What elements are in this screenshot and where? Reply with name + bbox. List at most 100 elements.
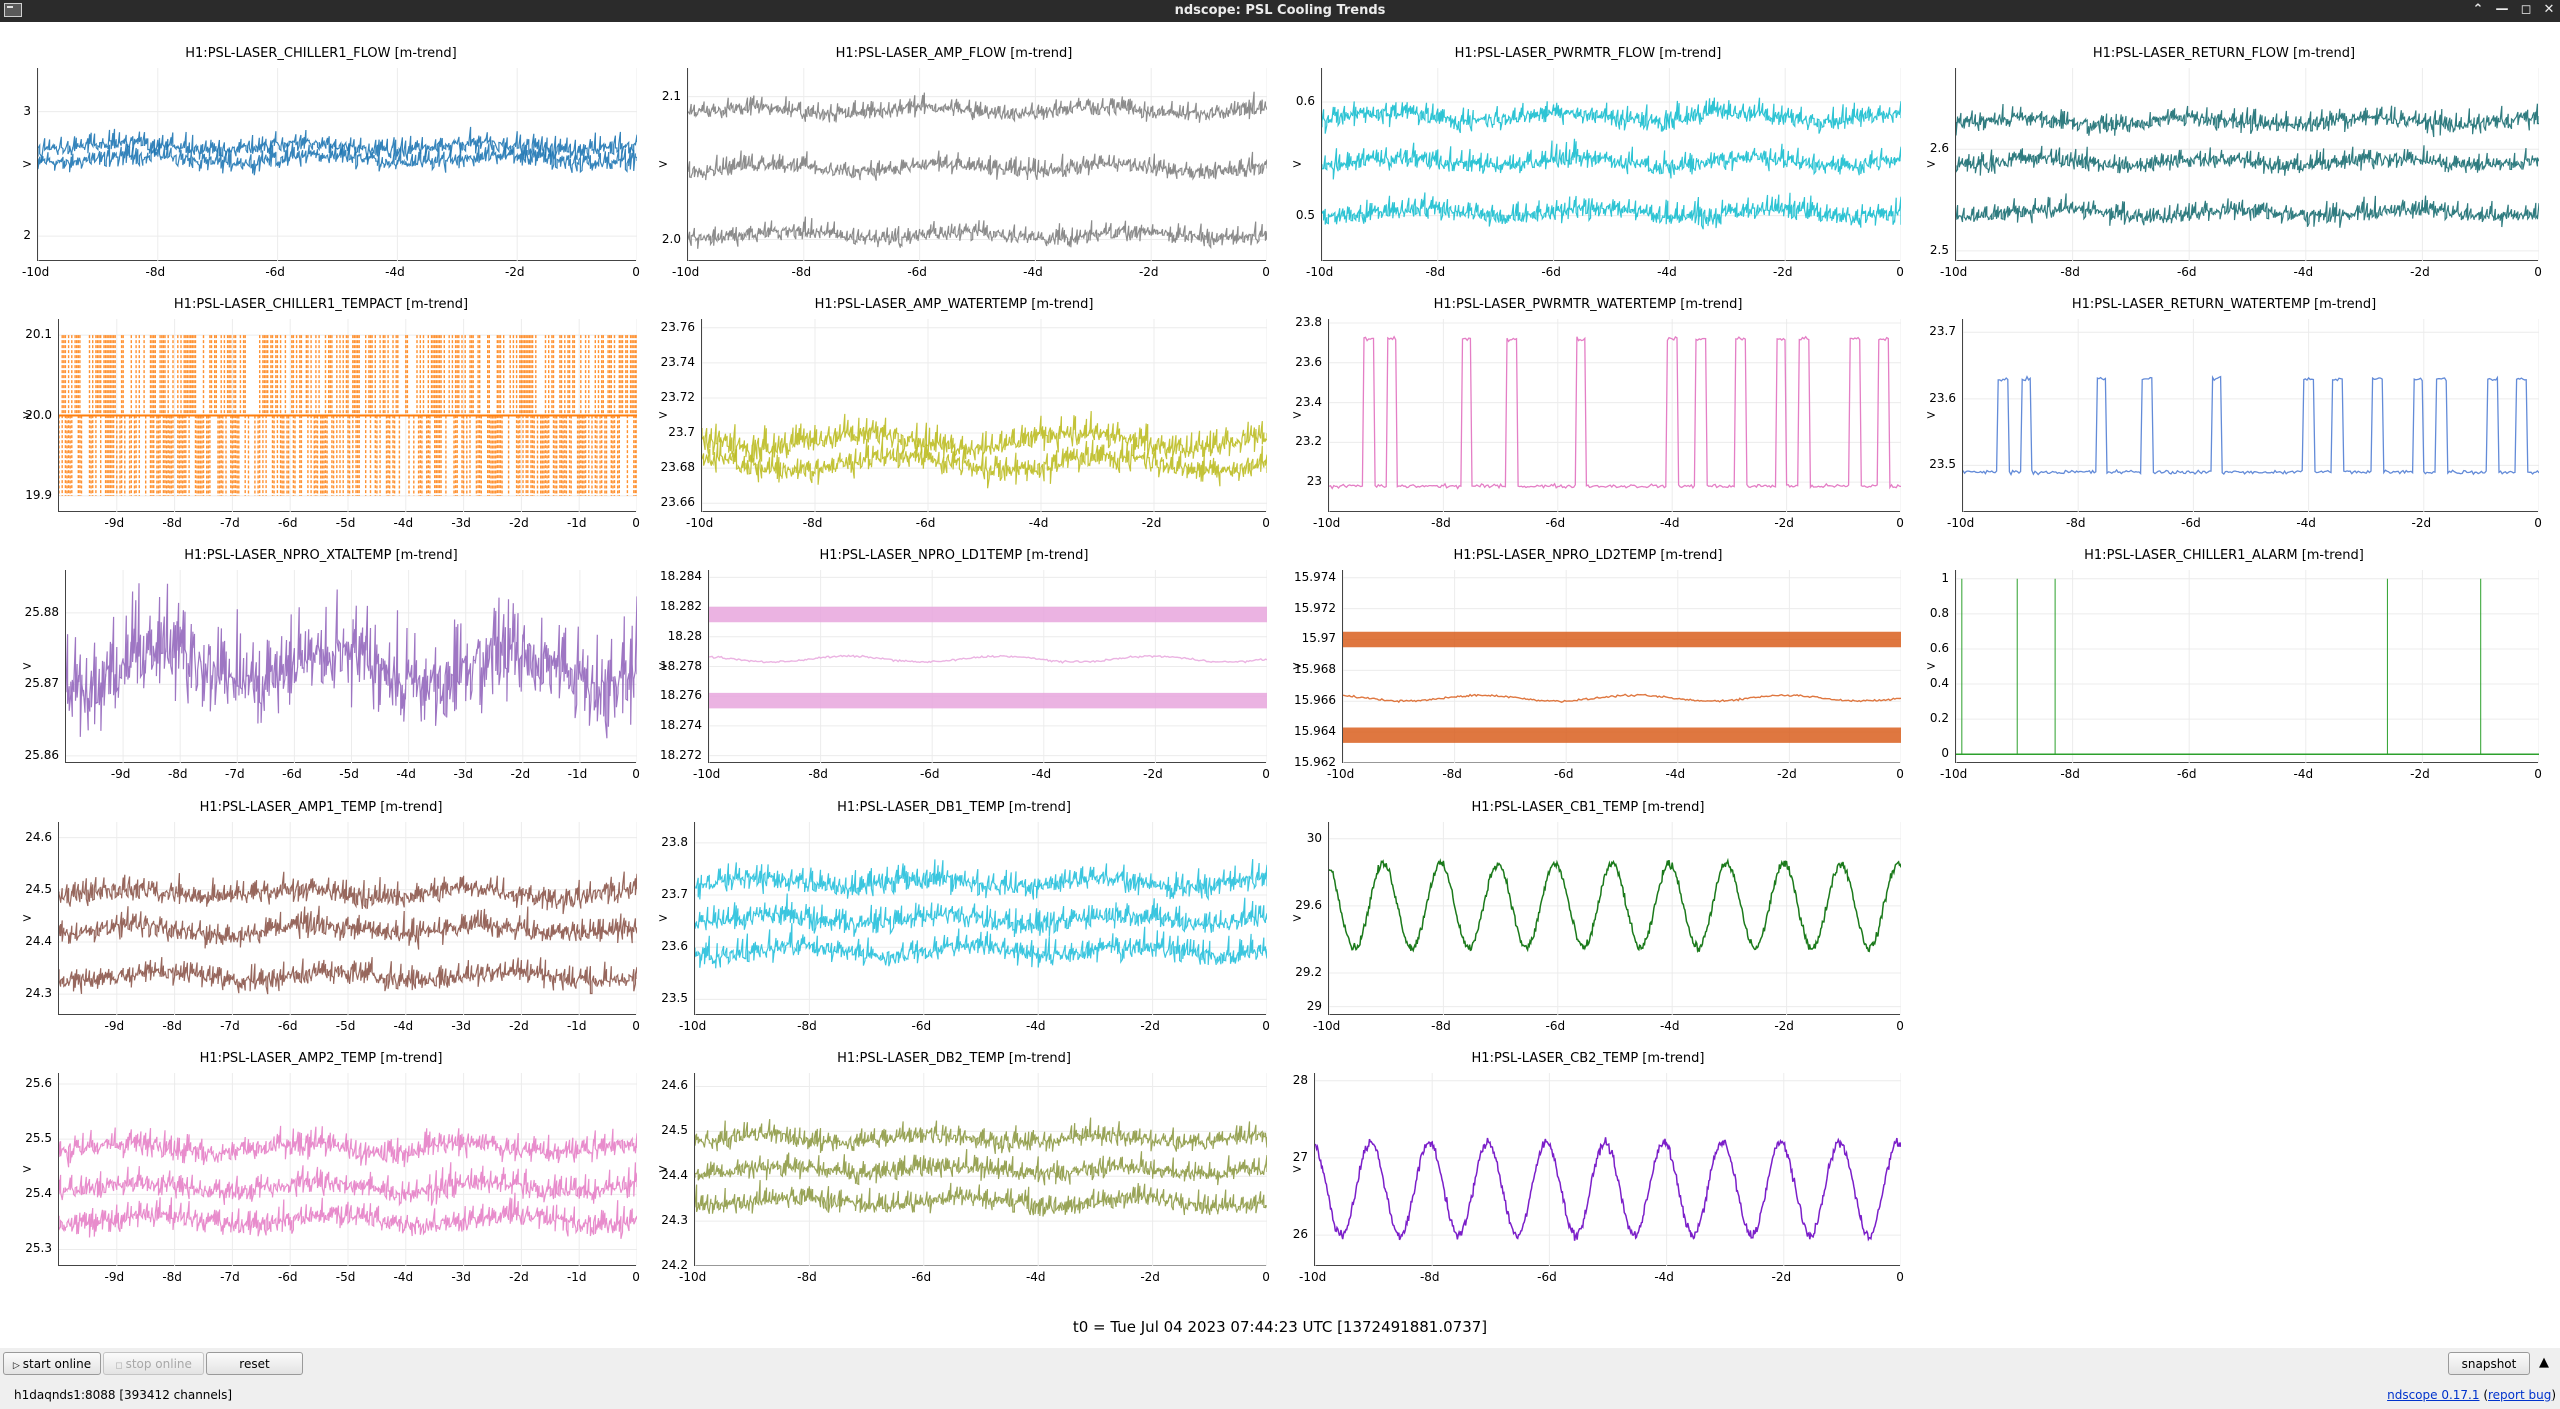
x-tick-label: -8d [162, 1270, 182, 1284]
y-tick-label: 19.9 [25, 487, 52, 502]
trend-panel[interactable]: H1:PSL-LASER_RETURN_WATERTEMP [m-trend] >… [1904, 297, 2544, 545]
y-tick-label: 23.66 [660, 495, 695, 510]
y-tick-label: 2.6 [1929, 141, 1949, 156]
x-tick-label: 0 [1262, 767, 1270, 781]
x-tick-label: -8d [145, 265, 166, 279]
trend-panel[interactable]: H1:PSL-LASER_DB2_TEMP [m-trend] >24.6 24.5… [636, 1051, 1272, 1299]
x-tick-label: 0 [1896, 1019, 1904, 1033]
trend-panel[interactable]: H1:PSL-LASER_CB1_TEMP [m-trend] >30 29.6 29… [1270, 800, 1906, 1048]
trend-panel[interactable]: H1:PSL-LASER_PWRMTR_FLOW [m-trend] >0.6 0.… [1270, 46, 1906, 294]
y-tick-label: 23.5 [661, 991, 688, 1006]
x-tick-label: -6d [1541, 265, 1561, 279]
y-tick-label: 24.5 [661, 1123, 688, 1138]
plot-frame[interactable] [1955, 68, 2539, 261]
x-tick-label: -1d [566, 1019, 587, 1033]
panel-title: H1:PSL-LASER_CB2_TEMP [m-trend] [1471, 1051, 1705, 1066]
y-axis-unit: > [22, 156, 33, 171]
x-tick-label: 0 [2534, 516, 2542, 530]
plot-frame[interactable] [1321, 68, 1901, 261]
trend-panel[interactable]: H1:PSL-LASER_CB2_TEMP [m-trend] >28 27 26 -1… [1270, 1051, 1906, 1299]
trend-panel[interactable]: H1:PSL-LASER_DB1_TEMP [m-trend] >23.8 23.7… [636, 800, 1272, 1048]
x-tick-label: -6d [277, 516, 298, 530]
x-tick-label: 0 [2534, 767, 2542, 781]
x-tick-label: -8d [2060, 767, 2080, 781]
y-tick-label: 23.7 [1929, 324, 1956, 339]
window-maximize-icon[interactable]: ◻ [2520, 2, 2532, 17]
plot-frame[interactable] [701, 319, 1267, 512]
y-tick-label: 2.5 [1929, 242, 1949, 257]
snapshot-button[interactable]: snapshot [2448, 1352, 2530, 1375]
x-tick-label: -9d [104, 1019, 125, 1033]
trend-trace [59, 871, 637, 915]
x-tick-label: -8d [2060, 265, 2080, 279]
plot-frame[interactable] [1955, 570, 2539, 763]
x-tick-label: -10d [1327, 767, 1355, 781]
trend-panel[interactable]: H1:PSL-LASER_NPRO_LD1TEMP [m-trend] >18.2… [636, 548, 1272, 796]
x-tick-label: 0 [632, 1270, 640, 1284]
y-tick-label: 23.5 [1929, 457, 1956, 472]
trend-panel[interactable]: H1:PSL-LASER_NPRO_LD2TEMP [m-trend] >15.9… [1270, 548, 1906, 796]
trend-panel[interactable]: H1:PSL-LASER_CHILLER1_ALARM [m-trend] >1 0… [1904, 548, 2544, 796]
reset-button[interactable]: reset [206, 1352, 303, 1375]
y-tick-label: 28 [1292, 1072, 1308, 1087]
panel-title: H1:PSL-LASER_NPRO_LD1TEMP [m-trend] [819, 548, 1089, 563]
y-axis-unit: > [658, 910, 669, 925]
window-shade-icon[interactable]: ⌃ [2472, 2, 2484, 17]
plot-frame[interactable] [1328, 319, 1901, 512]
window-close-icon[interactable]: ✕ [2543, 2, 2555, 17]
y-tick-label: 0.4 [1929, 676, 1949, 691]
trend-panel[interactable]: H1:PSL-LASER_PWRMTR_WATERTEMP [m-trend] >… [1270, 297, 1906, 545]
trend-plot-svg [38, 68, 637, 261]
trend-panel[interactable]: H1:PSL-LASER_RETURN_FLOW [m-trend] >2.6 2.… [1904, 46, 2544, 294]
version-link[interactable]: ndscope 0.17.1 [2387, 1388, 2480, 1402]
plot-frame[interactable] [37, 68, 637, 261]
window-minimize-icon[interactable]: — [2495, 2, 2509, 17]
x-tick-label: 0 [1262, 516, 1270, 530]
x-tick-label: -10d [1940, 767, 1968, 781]
plot-frame[interactable] [1314, 1073, 1901, 1266]
plot-frame[interactable] [708, 570, 1267, 763]
plot-frame[interactable] [58, 319, 637, 512]
trend-trace [695, 1117, 1267, 1154]
trend-panel[interactable]: H1:PSL-LASER_CHILLER1_FLOW [m-trend] >3 2 -… [0, 46, 642, 294]
trend-panel[interactable]: H1:PSL-LASER_AMP1_TEMP [m-trend] >24.6 24.… [0, 800, 642, 1048]
trend-trace [1329, 857, 1901, 954]
plot-frame[interactable] [58, 1073, 637, 1266]
report-bug-link[interactable]: report bug [2488, 1388, 2552, 1402]
stop-online-button[interactable]: ◻ stop online [103, 1352, 204, 1375]
trend-panel[interactable]: H1:PSL-LASER_CHILLER1_TEMPACT [m-trend] >… [0, 297, 642, 545]
trend-panel[interactable]: H1:PSL-LASER_AMP2_TEMP [m-trend] >25.6 25.… [0, 1051, 642, 1299]
trend-panel[interactable]: H1:PSL-LASER_AMP_FLOW [m-trend] >2.1 2.0 -1… [636, 46, 1272, 294]
x-tick-label: -7d [220, 516, 240, 530]
x-tick-label: -10d [1306, 265, 1334, 279]
x-tick-label: -10d [679, 1270, 707, 1284]
plot-frame[interactable] [58, 822, 637, 1015]
y-axis-unit: > [658, 658, 669, 673]
plot-frame[interactable] [1962, 319, 2539, 512]
trend-trace [66, 583, 637, 739]
x-tick-label: -6d [277, 1019, 298, 1033]
start-online-button[interactable]: ▷ start online [3, 1352, 101, 1375]
x-tick-label: -2d [509, 1270, 529, 1284]
plot-frame[interactable] [694, 1073, 1267, 1266]
trend-trace [1343, 631, 1901, 648]
x-tick-label: -4d [1659, 516, 1680, 530]
x-tick-label: -10d [22, 265, 50, 279]
x-tick-label: 0 [632, 767, 640, 781]
x-tick-label: -2d [1140, 1019, 1160, 1033]
plot-frame[interactable] [687, 68, 1267, 261]
trend-panel[interactable]: H1:PSL-LASER_AMP_WATERTEMP [m-trend] >23.… [636, 297, 1272, 545]
y-tick-label: 25.5 [25, 1131, 52, 1146]
plot-frame[interactable] [694, 822, 1267, 1015]
trend-panel[interactable]: H1:PSL-LASER_NPRO_XTALTEMP [m-trend] >25.… [0, 548, 642, 796]
y-tick-label: 29 [1306, 998, 1322, 1013]
plot-frame[interactable] [1328, 822, 1901, 1015]
y-tick-label: 3 [23, 103, 31, 118]
trend-trace [59, 905, 637, 950]
expand-panel-icon[interactable]: ▲ [2539, 1355, 2549, 1370]
panel-title: H1:PSL-LASER_PWRMTR_FLOW [m-trend] [1454, 46, 1722, 61]
plot-frame[interactable] [65, 570, 637, 763]
plot-frame[interactable] [1342, 570, 1901, 763]
x-tick-label: 0 [632, 265, 640, 279]
panel-title: H1:PSL-LASER_CB1_TEMP [m-trend] [1471, 800, 1705, 815]
